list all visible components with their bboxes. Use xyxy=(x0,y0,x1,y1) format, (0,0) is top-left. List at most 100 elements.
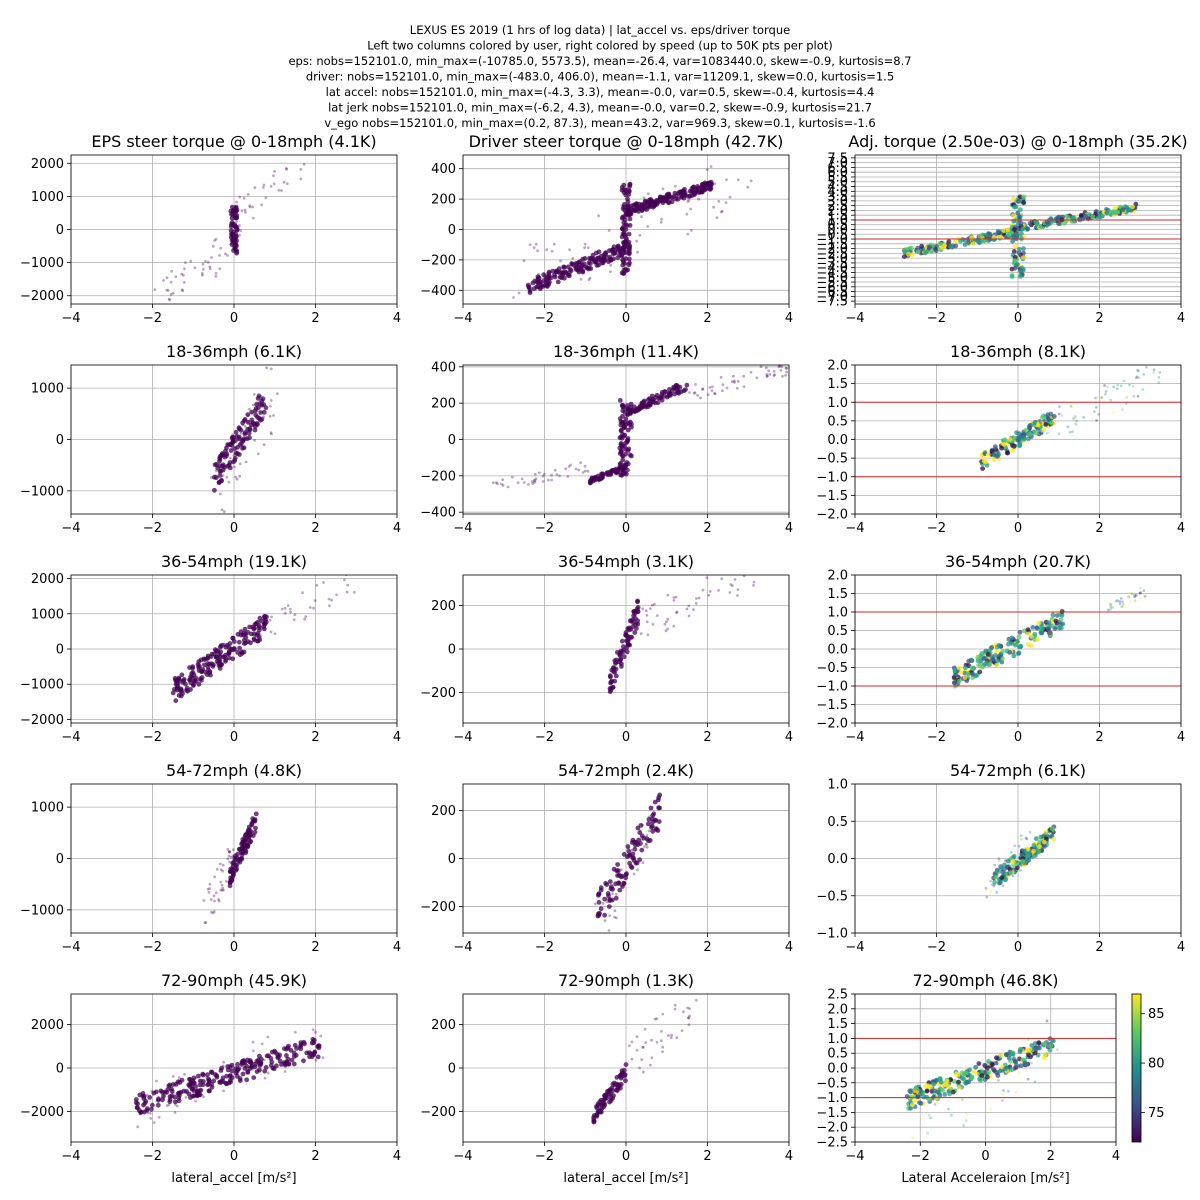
data-point xyxy=(1004,864,1010,870)
data-point xyxy=(693,189,699,195)
data-point xyxy=(979,1073,985,1079)
data-point xyxy=(970,241,976,247)
x-tick-label: 0 xyxy=(230,940,238,955)
subplot-title: 72-90mph (1.3K) xyxy=(558,971,694,990)
data-point xyxy=(630,1040,634,1044)
y-tick-label: 0.5 xyxy=(827,1047,848,1062)
data-point xyxy=(317,1044,320,1048)
y-tick-label: 2.5 xyxy=(827,988,848,1003)
x-tick-label: 4 xyxy=(785,940,793,955)
data-point xyxy=(1157,376,1161,379)
data-point xyxy=(501,484,505,487)
data-point xyxy=(1114,599,1118,603)
data-point xyxy=(568,248,571,252)
data-point xyxy=(657,805,662,811)
y-tick-label: −5.0 xyxy=(816,271,848,286)
data-point xyxy=(228,208,234,214)
data-point xyxy=(205,653,211,659)
data-point xyxy=(536,275,541,281)
data-point xyxy=(155,1102,161,1108)
y-tick-label: 1.0 xyxy=(827,606,848,621)
data-point xyxy=(251,1067,255,1071)
y-tick-label: 5.5 xyxy=(827,170,848,185)
x-tick-label: −2 xyxy=(535,521,554,536)
data-point xyxy=(289,610,292,614)
data-point xyxy=(566,475,570,478)
data-point xyxy=(997,880,1002,886)
data-point xyxy=(965,671,971,677)
data-point xyxy=(697,596,701,600)
data-point xyxy=(687,1016,691,1020)
y-tick-label: 0 xyxy=(448,1062,456,1077)
x-tick-label: 2 xyxy=(311,730,319,745)
data-point xyxy=(593,474,598,480)
data-point xyxy=(153,288,157,292)
data-point xyxy=(713,182,717,186)
data-point xyxy=(1066,425,1070,429)
data-point xyxy=(501,478,505,481)
data-point xyxy=(1017,443,1023,449)
data-point xyxy=(533,472,537,476)
data-point xyxy=(647,204,652,210)
data-point xyxy=(694,602,698,605)
ticks: −4 −2 0 2 4−2.5−2.0−1.5−1.0−0.50.00.51.01.52… xyxy=(816,988,1120,1165)
data-point xyxy=(1118,602,1122,606)
data-point xyxy=(213,899,216,903)
x-tick-label: −2 xyxy=(535,311,554,326)
data-point xyxy=(719,376,723,379)
data-point xyxy=(613,881,618,887)
data-point xyxy=(661,1050,664,1054)
y-tick-label: 0 xyxy=(448,433,456,448)
data-point xyxy=(1017,194,1023,200)
data-point xyxy=(319,1034,323,1038)
data-point xyxy=(724,201,728,205)
data-point xyxy=(200,1082,206,1088)
data-point xyxy=(641,861,645,865)
data-point xyxy=(629,840,635,845)
data-point xyxy=(247,624,253,630)
data-point xyxy=(910,1102,915,1108)
data-point xyxy=(249,631,254,637)
data-point xyxy=(1024,836,1028,840)
data-point xyxy=(615,916,618,920)
data-point xyxy=(1068,430,1072,434)
data-point xyxy=(1019,852,1025,858)
y-tick-label: −200 xyxy=(420,900,456,915)
data-point xyxy=(145,1093,149,1097)
data-point xyxy=(996,643,1002,648)
data-point xyxy=(211,911,215,915)
data-point xyxy=(602,896,608,902)
data-point xyxy=(1002,437,1008,443)
y-tick-label: 400 xyxy=(431,162,456,177)
data-point xyxy=(1039,415,1045,420)
data-point xyxy=(932,1100,936,1104)
x-tick-label: 2 xyxy=(1095,940,1103,955)
data-point xyxy=(580,266,584,270)
data-point xyxy=(912,1098,918,1103)
y-tick-label: 3.5 xyxy=(827,190,848,205)
data-point xyxy=(160,1089,165,1095)
data-point xyxy=(221,869,225,873)
data-point xyxy=(911,1136,915,1140)
data-point xyxy=(314,1058,318,1062)
data-point xyxy=(248,205,252,209)
data-point xyxy=(1017,1071,1021,1075)
data-point xyxy=(531,480,534,483)
data-point xyxy=(277,188,281,192)
data-point xyxy=(232,855,238,861)
data-point xyxy=(654,198,659,203)
data-point xyxy=(621,271,626,276)
data-point xyxy=(536,249,539,253)
data-point xyxy=(1034,221,1040,227)
data-point xyxy=(952,668,958,674)
data-point xyxy=(1120,605,1124,609)
data-point xyxy=(637,830,643,836)
data-point xyxy=(638,829,642,833)
data-point xyxy=(229,877,235,883)
data-point xyxy=(993,881,996,885)
data-point xyxy=(219,492,222,496)
data-point xyxy=(1130,204,1135,210)
data-point xyxy=(1141,388,1145,391)
